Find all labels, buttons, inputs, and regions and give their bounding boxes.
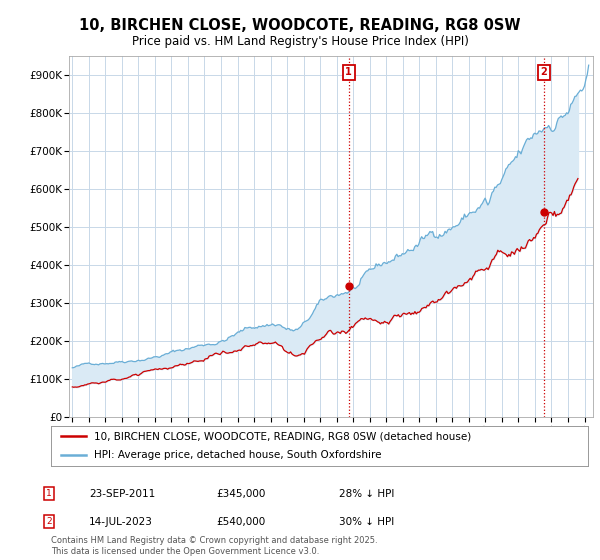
Text: 30% ↓ HPI: 30% ↓ HPI: [339, 517, 394, 527]
Text: Contains HM Land Registry data © Crown copyright and database right 2025.
This d: Contains HM Land Registry data © Crown c…: [51, 536, 377, 556]
Text: 10, BIRCHEN CLOSE, WOODCOTE, READING, RG8 0SW (detached house): 10, BIRCHEN CLOSE, WOODCOTE, READING, RG…: [94, 432, 471, 441]
Text: 2: 2: [541, 67, 547, 77]
Text: 1: 1: [346, 67, 352, 77]
Text: Price paid vs. HM Land Registry's House Price Index (HPI): Price paid vs. HM Land Registry's House …: [131, 35, 469, 48]
Text: 28% ↓ HPI: 28% ↓ HPI: [339, 489, 394, 499]
Text: £345,000: £345,000: [216, 489, 265, 499]
Text: 10, BIRCHEN CLOSE, WOODCOTE, READING, RG8 0SW: 10, BIRCHEN CLOSE, WOODCOTE, READING, RG…: [79, 18, 521, 33]
Text: 23-SEP-2011: 23-SEP-2011: [89, 489, 155, 499]
Text: 14-JUL-2023: 14-JUL-2023: [89, 517, 152, 527]
Text: 1: 1: [46, 489, 52, 498]
Text: 2: 2: [46, 517, 52, 526]
Text: HPI: Average price, detached house, South Oxfordshire: HPI: Average price, detached house, Sout…: [94, 450, 382, 460]
Text: £540,000: £540,000: [216, 517, 265, 527]
